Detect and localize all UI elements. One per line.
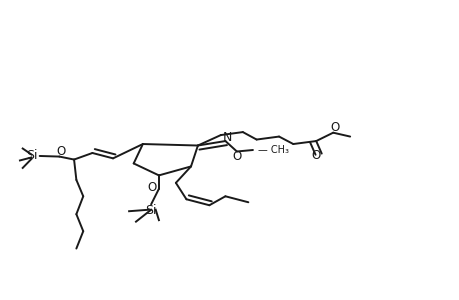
Text: O: O xyxy=(56,145,66,158)
Text: O: O xyxy=(311,149,320,163)
Text: O: O xyxy=(147,181,157,194)
Text: Si: Si xyxy=(26,149,37,163)
Text: N: N xyxy=(223,131,232,144)
Text: — CH₃: — CH₃ xyxy=(257,145,288,155)
Text: O: O xyxy=(232,150,241,164)
Text: O: O xyxy=(330,121,339,134)
Text: Si: Si xyxy=(145,204,157,218)
